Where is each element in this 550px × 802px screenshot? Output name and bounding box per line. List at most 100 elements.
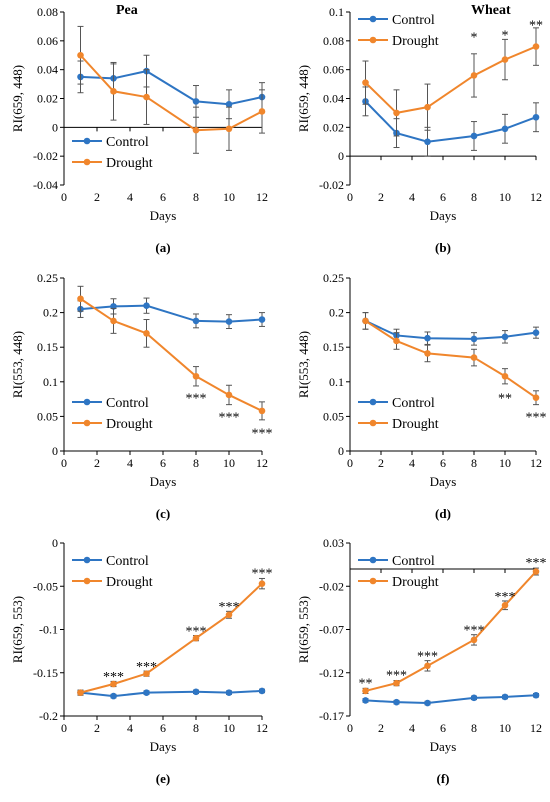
legend: Control Drought	[72, 396, 153, 432]
data-point	[143, 689, 150, 696]
data-point	[470, 354, 478, 361]
x-tick-label: 6	[440, 456, 446, 470]
data-point	[258, 687, 266, 695]
chart-panel-1: -0.04 -0.02 0 0.02 0.04 0.06 0.08 0 2 4 6 8 10 12 Days…	[10, 3, 268, 255]
data-point	[470, 132, 478, 140]
legend: Control Drought	[358, 13, 439, 49]
x-tick-label: 2	[94, 456, 100, 470]
y-tick-label: -0.1	[39, 623, 58, 637]
y-tick-label: 0.06	[37, 34, 58, 48]
x-tick-label: 12	[530, 456, 542, 470]
y-tick-label: 0.05	[37, 409, 58, 423]
data-point	[501, 693, 509, 701]
series-control	[77, 54, 266, 120]
data-point	[424, 662, 431, 670]
series-control	[77, 687, 266, 700]
x-tick-label: 10	[223, 721, 235, 735]
data-point	[501, 372, 509, 380]
data-point	[532, 113, 540, 121]
x-tick-label: 12	[256, 456, 268, 470]
y-tick-label: -0.15	[33, 666, 58, 680]
data-point	[225, 318, 233, 325]
y-tick-label: 0.08	[37, 5, 58, 19]
significance-annotation: *	[471, 31, 478, 46]
data-point	[532, 394, 540, 402]
x-tick-label: 4	[409, 456, 415, 470]
legend-label: Drought	[106, 417, 153, 432]
x-tick-label: 10	[223, 456, 235, 470]
legend-label: Control	[106, 396, 149, 411]
significance-annotation: *	[502, 28, 509, 43]
series-drought	[362, 567, 540, 695]
y-tick-label: -0.2	[39, 709, 58, 723]
significance-annotation: ***	[136, 660, 157, 675]
data-point	[192, 317, 200, 325]
x-tick-label: 4	[127, 456, 133, 470]
y-tick-label: 0	[52, 444, 58, 458]
significance-annotation: ***	[219, 410, 240, 425]
x-tick-label: 10	[499, 456, 511, 470]
data-point	[192, 372, 200, 380]
x-axis-label: Days	[150, 739, 177, 754]
legend-swatch-marker	[369, 15, 377, 23]
data-point	[532, 568, 540, 575]
data-point	[470, 694, 478, 702]
panel-label: (e)	[156, 771, 170, 786]
x-tick-label: 12	[256, 190, 268, 204]
y-tick-label: 0.05	[323, 409, 344, 423]
x-axis-label: Days	[430, 474, 457, 489]
legend-swatch-marker	[83, 556, 91, 564]
legend-label: Control	[106, 554, 149, 569]
panel-label: (c)	[156, 506, 170, 521]
y-axis-label: RI(659, 448)	[296, 65, 311, 132]
legend-swatch-marker	[83, 137, 91, 145]
x-tick-label: 0	[347, 721, 353, 735]
legend-label: Drought	[106, 575, 153, 590]
series-line	[80, 582, 263, 694]
data-point	[258, 316, 266, 323]
x-tick-label: 10	[499, 190, 511, 204]
series-line	[364, 45, 537, 114]
data-point	[143, 670, 150, 677]
x-tick-label: 4	[127, 721, 133, 735]
legend: Control Drought	[358, 396, 439, 432]
y-tick-label: 0.02	[323, 120, 344, 134]
significance-annotation: ***	[386, 668, 407, 683]
y-tick-label: 0.25	[37, 271, 58, 285]
legend: Control Drought	[72, 135, 153, 171]
data-point	[424, 138, 431, 146]
x-tick-label: 0	[61, 456, 67, 470]
legend-swatch-marker	[369, 556, 377, 564]
chart-title: Wheat	[471, 3, 511, 18]
chart-panel-5: -0.2 -0.15 -0.1 -0.05 0 0 2 4 6 8 10 12 Days RI(659, …	[10, 536, 273, 786]
legend-label: Drought	[392, 575, 439, 590]
data-point	[143, 302, 150, 309]
series-line	[80, 70, 263, 106]
significance-annotation: ***	[219, 600, 240, 615]
data-point	[424, 334, 431, 342]
y-tick-label: 0.06	[323, 63, 344, 77]
y-axis-label: RI(553, 448)	[10, 331, 25, 398]
panel-label: (f)	[437, 771, 450, 786]
data-point	[258, 580, 266, 587]
y-tick-label: 0.2	[43, 306, 58, 320]
series-control	[362, 312, 540, 346]
data-point	[470, 636, 478, 644]
y-tick-label: -0.17	[319, 709, 344, 723]
data-point	[362, 79, 369, 86]
data-point	[424, 350, 431, 357]
y-axis-label: RI(553, 448)	[296, 331, 311, 398]
y-tick-label: -0.04	[33, 178, 58, 192]
x-tick-label: 8	[193, 190, 199, 204]
x-tick-label: 10	[499, 721, 511, 735]
data-point	[192, 688, 200, 696]
panel-label: (b)	[435, 240, 451, 255]
y-tick-label: 0.15	[37, 340, 58, 354]
x-tick-label: 0	[61, 190, 67, 204]
x-tick-label: 12	[530, 721, 542, 735]
series-drought	[362, 312, 540, 406]
significance-annotation: ***	[417, 649, 438, 664]
legend-swatch-marker	[83, 398, 91, 406]
y-tick-label: 0.25	[323, 271, 344, 285]
